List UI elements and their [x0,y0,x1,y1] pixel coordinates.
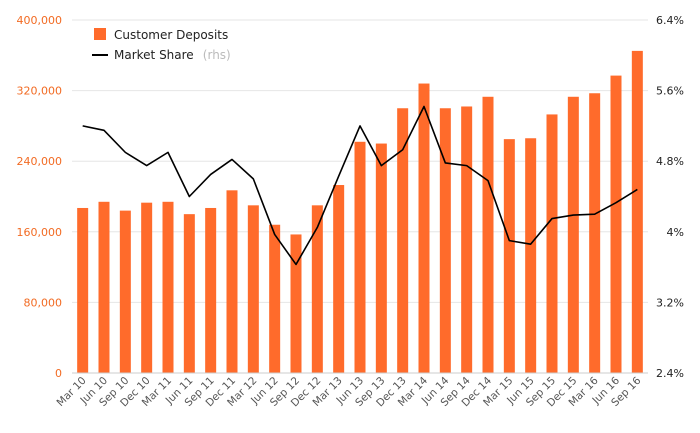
line-series [82,105,638,266]
y-left-tick-label: 160,000 [17,226,63,239]
bar [247,205,259,373]
bar [77,207,89,373]
y-left-tick-label: 80,000 [24,296,63,309]
legend-swatch-customer-deposits [94,28,106,40]
y-left-tick-label: 240,000 [17,155,63,168]
bar [354,141,366,373]
legend-label-market-share: Market Share (rhs) [114,44,231,63]
bar [333,185,345,373]
bar-series [77,50,643,374]
bar [439,108,451,373]
bar [290,234,302,373]
legend: Customer Deposits Market Share (rhs) [92,28,231,63]
bar [226,190,238,373]
bar [418,83,430,373]
legend-label-market-share-text: Market Share [114,48,194,62]
bar [461,106,473,374]
bar [610,75,622,373]
bar [567,96,579,373]
bar [269,224,281,373]
bar [183,214,195,373]
legend-label-customer-deposits: Customer Deposits [114,28,228,42]
bar [162,201,174,373]
y-right-tick-label: 5.6% [656,85,684,98]
bar [205,207,217,373]
bar [482,96,494,373]
y-right-tick-label: 4.8% [656,155,684,168]
y-left-tick-label: 320,000 [17,85,63,98]
y-right-tick-label: 3.2% [656,296,684,309]
bar [98,201,110,373]
market-share-line [82,105,638,266]
bar [141,202,153,373]
bar [397,108,409,373]
bar [589,93,601,373]
y-right-tick-label: 2.4% [656,367,684,380]
bar [375,143,387,373]
y-right-tick-label: 4% [667,226,684,239]
y-left-tick-label: 0 [55,367,62,380]
legend-label-market-share-suffix: (rhs) [203,48,231,62]
bar [311,205,323,373]
bar [546,114,558,374]
bar [119,210,131,373]
y-left-tick-label: 400,000 [17,14,63,27]
axes: 0 80,000 160,000 240,000 320,000 400,000 2.4% 3… [17,14,685,409]
y-right-tick-label: 6.4% [656,14,684,27]
bar [525,138,537,373]
bar [631,50,643,373]
bar [503,139,515,373]
